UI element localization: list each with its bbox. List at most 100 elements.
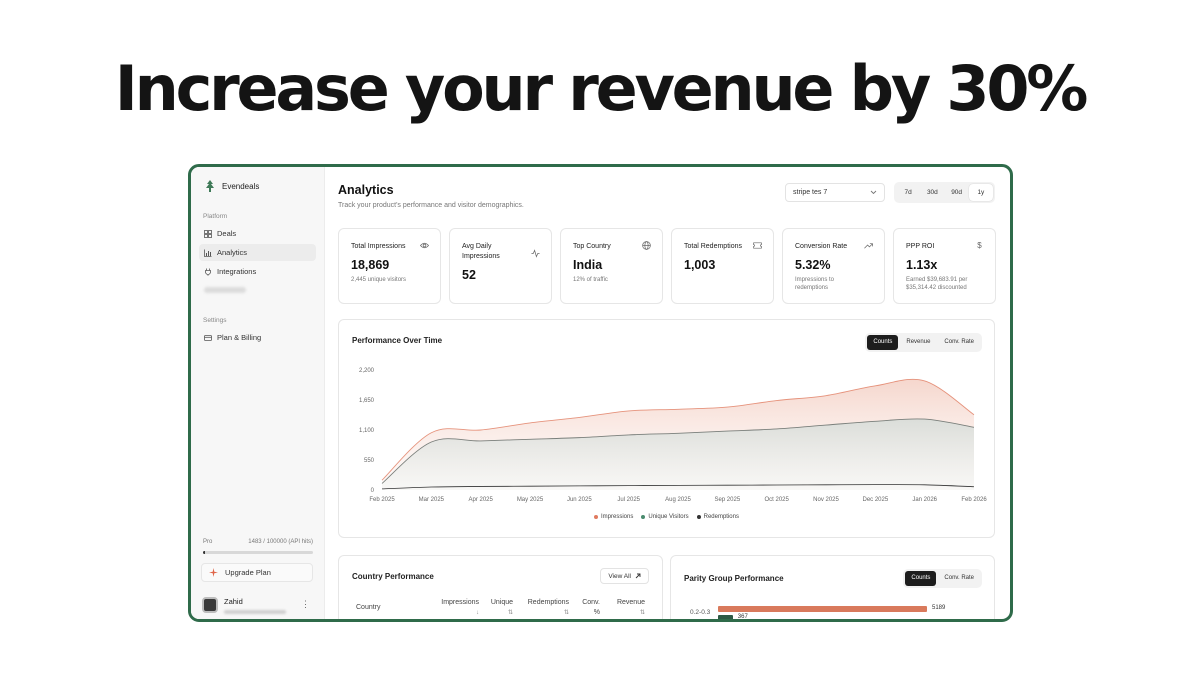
sidebar-item-plan-billing[interactable]: Plan & Billing bbox=[199, 329, 316, 346]
sort-icon: ⇅ bbox=[639, 610, 645, 616]
app-frame: Evendeals Platform Deals Analytics Integ… bbox=[188, 164, 1013, 622]
upgrade-plan-button[interactable]: Upgrade Plan bbox=[201, 563, 313, 582]
column-header-revenue[interactable]: Revenue ⇅ bbox=[607, 598, 645, 618]
more-vertical-icon[interactable]: ⋮ bbox=[301, 599, 310, 609]
toggle-counts[interactable]: Counts bbox=[905, 571, 937, 586]
x-tick-label: May 2025 bbox=[517, 497, 544, 503]
stat-top-country: Top Country India 12% of traffic bbox=[560, 228, 663, 304]
brand[interactable]: Evendeals bbox=[205, 180, 259, 192]
parity-group-title: Parity Group Performance bbox=[684, 574, 784, 583]
series-line-redemptions bbox=[381, 484, 975, 490]
column-header-redemptions[interactable]: Redemptions ⇅ bbox=[519, 598, 569, 618]
stat-sub: Impressions to redemptions bbox=[795, 277, 835, 291]
sort-icon: ⇅ bbox=[575, 618, 600, 619]
stat-label: Conversion Rate bbox=[795, 243, 848, 250]
product-select-value: stripe tes 7 bbox=[793, 189, 828, 196]
legend-unique-visitors: Unique Visitors bbox=[641, 514, 689, 520]
y-tick-label: 1,100 bbox=[359, 428, 375, 434]
column-header-country[interactable]: Country bbox=[356, 603, 381, 613]
column-label: Conv. % bbox=[582, 599, 600, 616]
page-subtitle: Track your product's performance and vis… bbox=[338, 202, 524, 209]
avatar bbox=[202, 597, 218, 613]
legend-redemptions: Redemptions bbox=[696, 514, 739, 520]
sort-icon: ↓ bbox=[476, 610, 479, 616]
bar-chart-icon bbox=[204, 249, 212, 257]
parity-impressions-bar bbox=[718, 606, 927, 612]
range-7d[interactable]: 7d bbox=[904, 189, 912, 196]
range-30d[interactable]: 30d bbox=[926, 189, 938, 196]
x-tick-label: Jan 2026 bbox=[912, 497, 937, 503]
stat-total-redemptions: Total Redemptions 1,003 bbox=[671, 228, 774, 304]
product-select[interactable]: stripe tes 7 bbox=[785, 183, 885, 202]
toggle-counts[interactable]: Counts bbox=[867, 335, 899, 350]
eye-icon bbox=[420, 242, 429, 249]
y-tick-label: 550 bbox=[364, 458, 375, 464]
stat-label: Avg Daily Impressions bbox=[462, 243, 500, 260]
stat-value: 1,003 bbox=[684, 258, 716, 272]
x-tick-label: Apr 2025 bbox=[468, 497, 493, 503]
sidebar: Evendeals Platform Deals Analytics Integ… bbox=[191, 167, 325, 619]
settings-section-label: Settings bbox=[203, 317, 227, 324]
page-title: Analytics bbox=[338, 183, 394, 197]
series-line-impressions bbox=[381, 378, 975, 481]
stat-ppp-roi: PPP ROI $ 1.13x Earned $39,683.91 per $3… bbox=[893, 228, 996, 304]
x-tick-label: Dec 2025 bbox=[862, 497, 888, 503]
stat-value: 5.32% bbox=[795, 258, 831, 272]
parity-group-label: 0.2-0.3 bbox=[690, 609, 711, 616]
redacted-item bbox=[204, 287, 246, 293]
stat-label: Total Redemptions bbox=[684, 243, 742, 250]
parity-impressions-value: 5189 bbox=[932, 605, 946, 611]
stat-label: PPP ROI bbox=[906, 243, 935, 250]
country-performance-card: Country Performance View All Country Imp… bbox=[338, 555, 663, 619]
range-90d[interactable]: 90d bbox=[951, 189, 963, 196]
stat-label: Total Impressions bbox=[351, 243, 406, 250]
stat-value: 1.13x bbox=[906, 258, 938, 272]
parity-group-card: Parity Group Performance Counts Conv. Ra… bbox=[670, 555, 995, 619]
toggle-conv-rate[interactable]: Conv. Rate bbox=[944, 339, 974, 345]
sidebar-item-label: Deals bbox=[217, 229, 237, 238]
legend-dot bbox=[696, 515, 701, 519]
x-tick-label: Feb 2025 bbox=[369, 497, 395, 503]
series-area-unique-visitors bbox=[382, 418, 974, 490]
platform-section-label: Platform bbox=[203, 213, 228, 220]
chart-legend: Impressions Unique Visitors Redemptions bbox=[339, 514, 994, 520]
y-tick-label: 0 bbox=[371, 488, 375, 494]
sidebar-item-deals[interactable]: Deals bbox=[199, 225, 316, 242]
series-line-unique-visitors bbox=[381, 418, 975, 484]
upgrade-plan-label: Upgrade Plan bbox=[225, 568, 271, 577]
sort-icon: ⇅ bbox=[563, 610, 569, 616]
sidebar-item-label: Plan & Billing bbox=[217, 333, 262, 342]
plan-usage-bar-fill bbox=[203, 551, 206, 554]
view-all-button[interactable]: View All bbox=[600, 568, 649, 584]
stat-sub: 12% of traffic bbox=[573, 277, 608, 283]
toggle-revenue[interactable]: Revenue bbox=[906, 339, 931, 345]
legend-impressions: Impressions bbox=[594, 514, 633, 520]
toggle-conv-rate[interactable]: Conv. Rate bbox=[944, 575, 974, 581]
date-range-toggle: 7d 30d 90d 1y bbox=[894, 182, 995, 203]
y-tick-label: 2,200 bbox=[359, 368, 375, 374]
x-tick-label: Mar 2025 bbox=[419, 497, 445, 503]
column-label: Country bbox=[356, 604, 381, 611]
legend-dot bbox=[641, 515, 646, 519]
stat-conversion-rate: Conversion Rate 5.32% Impressions to red… bbox=[782, 228, 885, 304]
stat-label: Top Country bbox=[573, 243, 611, 250]
column-header-conv[interactable]: Conv. % ⇅ bbox=[575, 598, 600, 619]
legend-dot bbox=[594, 515, 599, 519]
x-tick-label: Jul 2025 bbox=[617, 497, 640, 503]
stat-sub: 2,445 unique visitors bbox=[351, 277, 407, 283]
performance-title: Performance Over Time bbox=[352, 336, 443, 345]
user-profile[interactable]: Zahid ⋮ bbox=[202, 595, 314, 615]
sidebar-item-label: Integrations bbox=[217, 267, 257, 276]
column-header-unique[interactable]: Unique ⇅ bbox=[483, 598, 513, 618]
sidebar-item-analytics[interactable]: Analytics bbox=[199, 244, 316, 261]
range-1y[interactable]: 1y bbox=[968, 184, 993, 201]
column-label: Unique bbox=[490, 599, 513, 606]
parity-metric-toggle: Counts Conv. Rate bbox=[903, 569, 982, 588]
x-tick-label: Oct 2025 bbox=[764, 497, 789, 503]
sparkle-icon bbox=[209, 568, 218, 577]
country-performance-title: Country Performance bbox=[352, 572, 434, 581]
user-name: Zahid bbox=[224, 596, 243, 606]
sidebar-item-integrations[interactable]: Integrations bbox=[199, 263, 316, 280]
column-header-impressions[interactable]: Impressions ↓ bbox=[435, 598, 479, 618]
performance-card: Performance Over Time Counts Revenue Con… bbox=[338, 319, 995, 538]
